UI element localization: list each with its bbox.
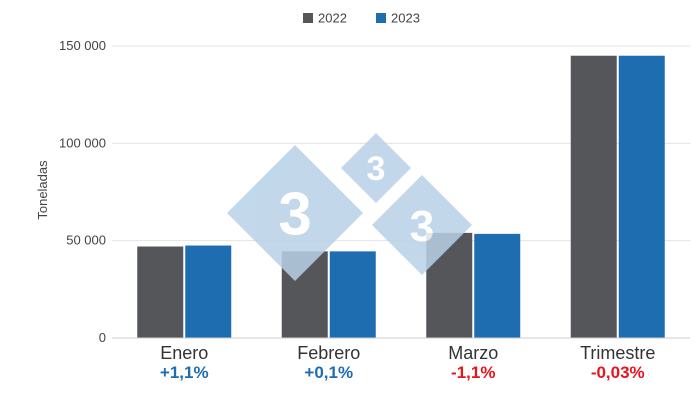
x-axis-labels: Enero Febrero Marzo Trimestre <box>160 343 655 363</box>
y-axis-ticks: 0 50 000 100 000 150 000 <box>59 38 106 345</box>
bars <box>137 55 665 338</box>
watermark-diamond <box>227 145 363 281</box>
percent-change-label: +1,1% <box>160 363 209 382</box>
y-tick-label: 100 000 <box>59 135 106 150</box>
x-tick-label: Febrero <box>297 343 360 363</box>
y-tick-label: 50 000 <box>66 233 106 248</box>
watermark-diamond <box>341 133 411 203</box>
legend-label: 2022 <box>318 11 347 26</box>
legend-label: 2023 <box>391 11 420 26</box>
logo-watermark: 333 <box>227 133 472 281</box>
bar-2023-enero <box>185 245 232 338</box>
bar-2023-marzo <box>474 233 521 338</box>
bar-2022-enero <box>137 246 184 338</box>
legend-swatch-2022 <box>303 13 313 23</box>
percent-change-labels: +1,1% +0,1% -1,1% -0,03% <box>160 363 645 382</box>
bar-2023-febrero <box>329 251 376 338</box>
percent-change-label: +0,1% <box>304 363 353 382</box>
bar-2023-trimestre <box>618 55 665 338</box>
watermark-digit: 3 <box>278 181 311 248</box>
percent-change-label: -1,1% <box>451 363 495 382</box>
legend-swatch-2023 <box>376 13 386 23</box>
x-tick-label: Marzo <box>448 343 498 363</box>
y-tick-label: 150 000 <box>59 38 106 53</box>
legend: 2022 2023 <box>303 11 420 26</box>
x-tick-label: Enero <box>160 343 208 363</box>
bar-2022-trimestre <box>570 55 617 338</box>
y-axis-label: Toneladas <box>35 160 50 220</box>
y-tick-label: 0 <box>99 330 106 345</box>
watermark-digit: 3 <box>410 202 434 251</box>
watermark-digit: 3 <box>367 150 386 188</box>
x-tick-label: Trimestre <box>580 343 655 363</box>
watermark-diamond <box>372 175 472 275</box>
percent-change-label: -0,03% <box>591 363 645 382</box>
